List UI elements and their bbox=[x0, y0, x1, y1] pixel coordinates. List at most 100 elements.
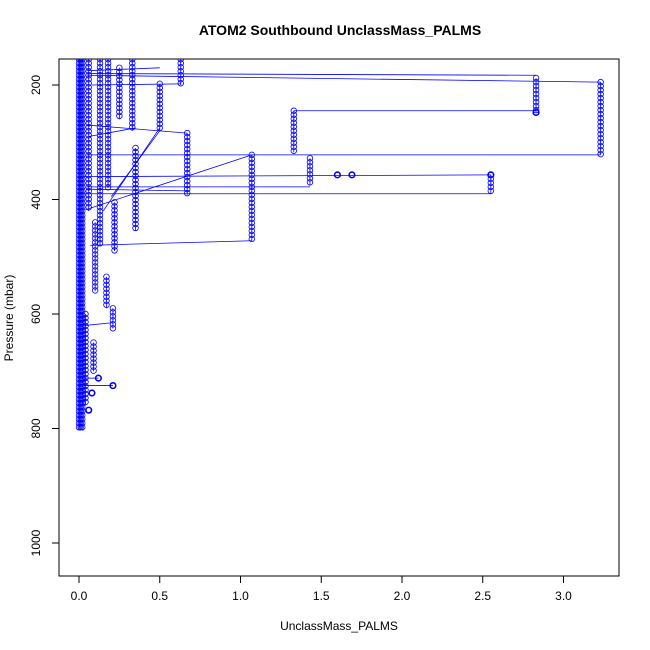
data-point-11-2 bbox=[116, 72, 123, 80]
data-point-22-76 bbox=[77, 360, 84, 367]
data-point-23-89 bbox=[75, 412, 83, 419]
data-point-23-39 bbox=[75, 212, 83, 219]
data-point-21-76 bbox=[79, 360, 86, 367]
data-point-1-2 bbox=[532, 82, 540, 90]
data-point-21-31 bbox=[79, 180, 86, 187]
data-point-9-15 bbox=[132, 204, 139, 212]
profile-column-7 bbox=[177, 59, 184, 87]
data-point-1-4 bbox=[532, 90, 540, 98]
data-point-10-10 bbox=[129, 96, 136, 103]
data-point-23-8 bbox=[75, 88, 83, 95]
data-point-14-5 bbox=[104, 76, 112, 83]
data-point-16-41 bbox=[96, 220, 104, 227]
data-point-16-4 bbox=[96, 72, 104, 79]
data-point-19-19 bbox=[85, 132, 92, 139]
data-point-22-65 bbox=[77, 316, 84, 323]
data-point-10-16 bbox=[129, 120, 136, 127]
data-point-22-19 bbox=[77, 132, 84, 139]
data-point-4-8 bbox=[290, 139, 297, 146]
data-point-23-20 bbox=[75, 136, 83, 143]
data-point-23-79 bbox=[75, 372, 83, 379]
data-point-14-2 bbox=[104, 64, 112, 71]
data-point-16-18 bbox=[96, 128, 104, 135]
profile-column-12 bbox=[111, 199, 118, 254]
data-point-16-20 bbox=[96, 136, 104, 143]
profile-column-17 bbox=[91, 219, 99, 294]
data-point-23-69 bbox=[75, 332, 83, 339]
data-point-4-7 bbox=[290, 135, 297, 142]
data-point-16-46 bbox=[96, 240, 104, 247]
data-point-21-13 bbox=[79, 108, 86, 115]
data-point-21-75 bbox=[79, 356, 86, 363]
data-point-6-14 bbox=[184, 185, 191, 193]
data-point-16-13 bbox=[96, 108, 104, 115]
data-point-19-32 bbox=[85, 184, 92, 191]
data-point-23-58 bbox=[75, 288, 83, 295]
data-point-8-4 bbox=[156, 96, 163, 104]
data-point-6-9 bbox=[184, 165, 191, 173]
data-point-10-0 bbox=[129, 59, 136, 63]
data-point-19-10 bbox=[85, 96, 92, 103]
profile-column-19 bbox=[85, 59, 92, 211]
data-point-18-0 bbox=[90, 339, 97, 346]
data-point-5-12 bbox=[248, 199, 256, 207]
data-point-21-55 bbox=[79, 276, 86, 283]
data-point-21-65 bbox=[79, 316, 86, 323]
data-point-17-2 bbox=[91, 227, 99, 234]
data-point-19-31 bbox=[85, 180, 92, 187]
data-point-9-17 bbox=[132, 212, 139, 220]
isolated-point-7 bbox=[85, 406, 93, 414]
data-point-23-62 bbox=[75, 304, 83, 311]
data-point-15-4 bbox=[103, 289, 110, 296]
data-point-21-15 bbox=[79, 116, 86, 123]
data-point-3-6 bbox=[306, 179, 314, 186]
data-point-14-22 bbox=[104, 144, 112, 151]
data-point-11-7 bbox=[116, 92, 123, 100]
data-point-22-44 bbox=[77, 232, 84, 239]
data-point-16-38 bbox=[96, 208, 104, 215]
data-point-21-29 bbox=[79, 172, 86, 179]
data-point-10-11 bbox=[129, 100, 136, 107]
data-point-21-47 bbox=[79, 244, 86, 251]
data-point-10-5 bbox=[129, 76, 136, 83]
data-point-19-20 bbox=[85, 136, 92, 143]
data-point-12-10 bbox=[111, 239, 118, 246]
data-point-22-54 bbox=[77, 272, 84, 279]
connector-line-11 bbox=[88, 127, 136, 137]
data-point-7-0 bbox=[177, 59, 184, 63]
data-point-21-49 bbox=[79, 252, 86, 259]
x-axis-label: UnclassMass_PALMS bbox=[280, 619, 398, 633]
data-point-21-59 bbox=[79, 292, 86, 299]
data-point-22-16 bbox=[77, 120, 84, 127]
data-point-22-56 bbox=[77, 280, 84, 287]
data-point-16-43 bbox=[96, 228, 104, 235]
data-point-23-70 bbox=[75, 336, 83, 343]
data-point-19-36 bbox=[85, 200, 92, 207]
data-point-22-6 bbox=[77, 80, 84, 87]
data-point-0-9 bbox=[597, 114, 604, 122]
data-point-23-27 bbox=[75, 164, 83, 171]
data-point-19-7 bbox=[85, 84, 92, 91]
data-point-15-6 bbox=[103, 297, 110, 304]
data-point-16-42 bbox=[96, 224, 104, 231]
data-point-19-27 bbox=[85, 164, 92, 171]
data-point-3-5 bbox=[306, 175, 314, 182]
data-point-14-27 bbox=[104, 164, 112, 171]
data-point-22-58 bbox=[77, 288, 84, 295]
data-point-3-4 bbox=[306, 171, 314, 178]
data-point-21-73 bbox=[79, 348, 86, 355]
data-point-23-57 bbox=[75, 284, 83, 291]
data-point-2-2 bbox=[487, 179, 495, 187]
data-point-21-22 bbox=[79, 144, 86, 151]
data-point-23-71 bbox=[75, 340, 83, 347]
data-point-12-9 bbox=[111, 235, 118, 242]
data-point-23-18 bbox=[75, 128, 83, 135]
data-point-4-3 bbox=[290, 119, 297, 126]
data-point-23-65 bbox=[75, 316, 83, 323]
data-point-0-5 bbox=[597, 98, 604, 106]
data-point-22-55 bbox=[77, 276, 84, 283]
data-point-6-1 bbox=[184, 133, 191, 141]
data-point-12-8 bbox=[111, 231, 118, 238]
data-point-1-8 bbox=[532, 106, 540, 114]
data-point-16-34 bbox=[96, 192, 104, 199]
